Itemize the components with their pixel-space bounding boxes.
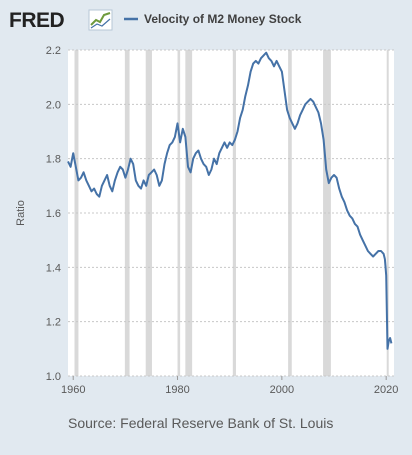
y-tick-label: 2.2 [46, 45, 61, 57]
line-chart-logo-icon [88, 9, 113, 31]
source-note: Source: Federal Reserve Bank of St. Loui… [68, 415, 333, 431]
y-tick-label: 1.4 [46, 262, 61, 274]
y-tick-labels: 1.0 1.2 1.4 1.6 1.8 2.0 2.2 [46, 45, 61, 383]
recession-bar [323, 50, 331, 376]
plot-area [68, 50, 394, 376]
y-tick-label: 1.6 [46, 208, 61, 220]
recession-bar [177, 50, 181, 376]
x-tick-label: 2000 [270, 384, 294, 396]
series-line [67, 51, 393, 350]
y-tick-label: 1.0 [46, 371, 61, 383]
series-layer [67, 51, 393, 350]
recession-bar [232, 50, 236, 376]
y-tick-label: 1.2 [46, 317, 61, 329]
recession-bar [386, 50, 389, 376]
y-tick-label: 2.0 [46, 99, 61, 111]
x-tick-label: 1980 [165, 384, 189, 396]
y-tick-label: 1.8 [46, 154, 61, 166]
recession-bar [124, 50, 130, 376]
fred-logo-text: FRED [9, 9, 65, 32]
x-tick-label: 1960 [61, 384, 85, 396]
y-axis-title: Ratio [15, 200, 27, 226]
x-tick-labels: 1960 1980 2000 2020 [61, 376, 398, 396]
legend-label: Velocity of M2 Money Stock [144, 12, 302, 26]
x-tick-label: 2020 [374, 384, 398, 396]
